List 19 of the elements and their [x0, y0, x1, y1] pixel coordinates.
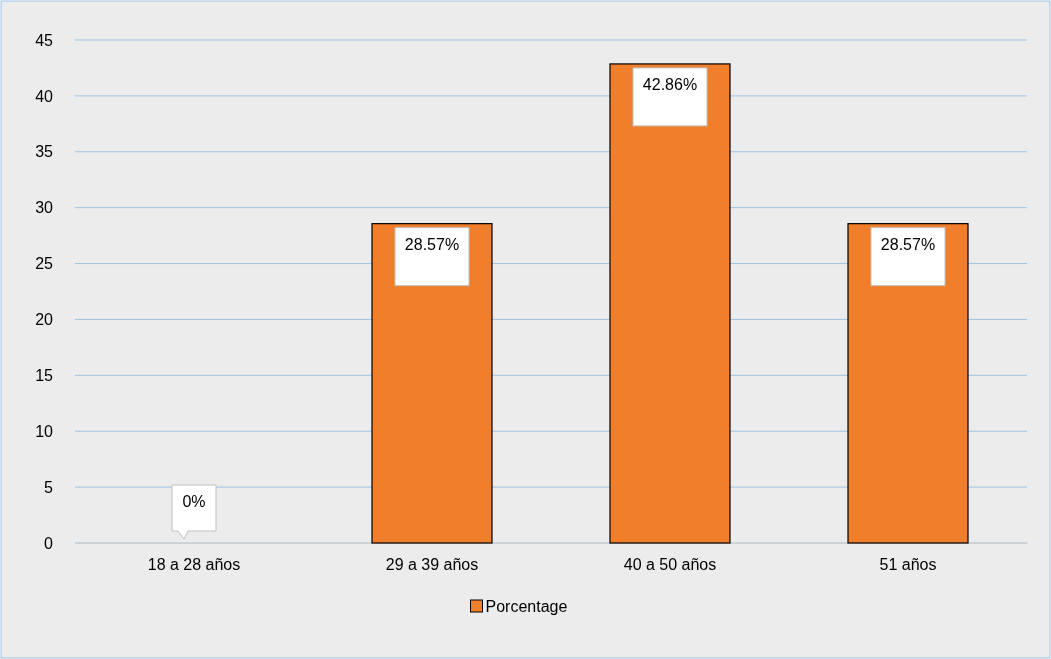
legend-label: Porcentage [485, 598, 568, 615]
y-tick-label: 15 [35, 366, 54, 384]
y-tick-label: 10 [35, 422, 54, 440]
x-tick-label: 29 a 39 años [385, 556, 479, 574]
y-tick-label: 0 [44, 534, 54, 552]
x-tick-label: 40 a 50 años [623, 556, 717, 574]
y-tick-label: 5 [44, 478, 54, 496]
y-tick-label: 35 [35, 143, 54, 161]
data-label: 28.57% [880, 235, 936, 253]
y-tick-label: 45 [35, 31, 54, 49]
data-label: 28.57% [404, 235, 460, 253]
data-label: 42.86% [642, 75, 698, 93]
y-tick-label: 30 [35, 199, 54, 217]
y-tick-label: 25 [35, 255, 54, 273]
x-tick-label: 18 a 28 años [147, 556, 241, 574]
y-tick-label: 40 [35, 87, 54, 105]
x-tick-label: 51 años [879, 556, 937, 574]
data-label: 0% [182, 493, 206, 510]
y-tick-label: 20 [35, 311, 54, 329]
